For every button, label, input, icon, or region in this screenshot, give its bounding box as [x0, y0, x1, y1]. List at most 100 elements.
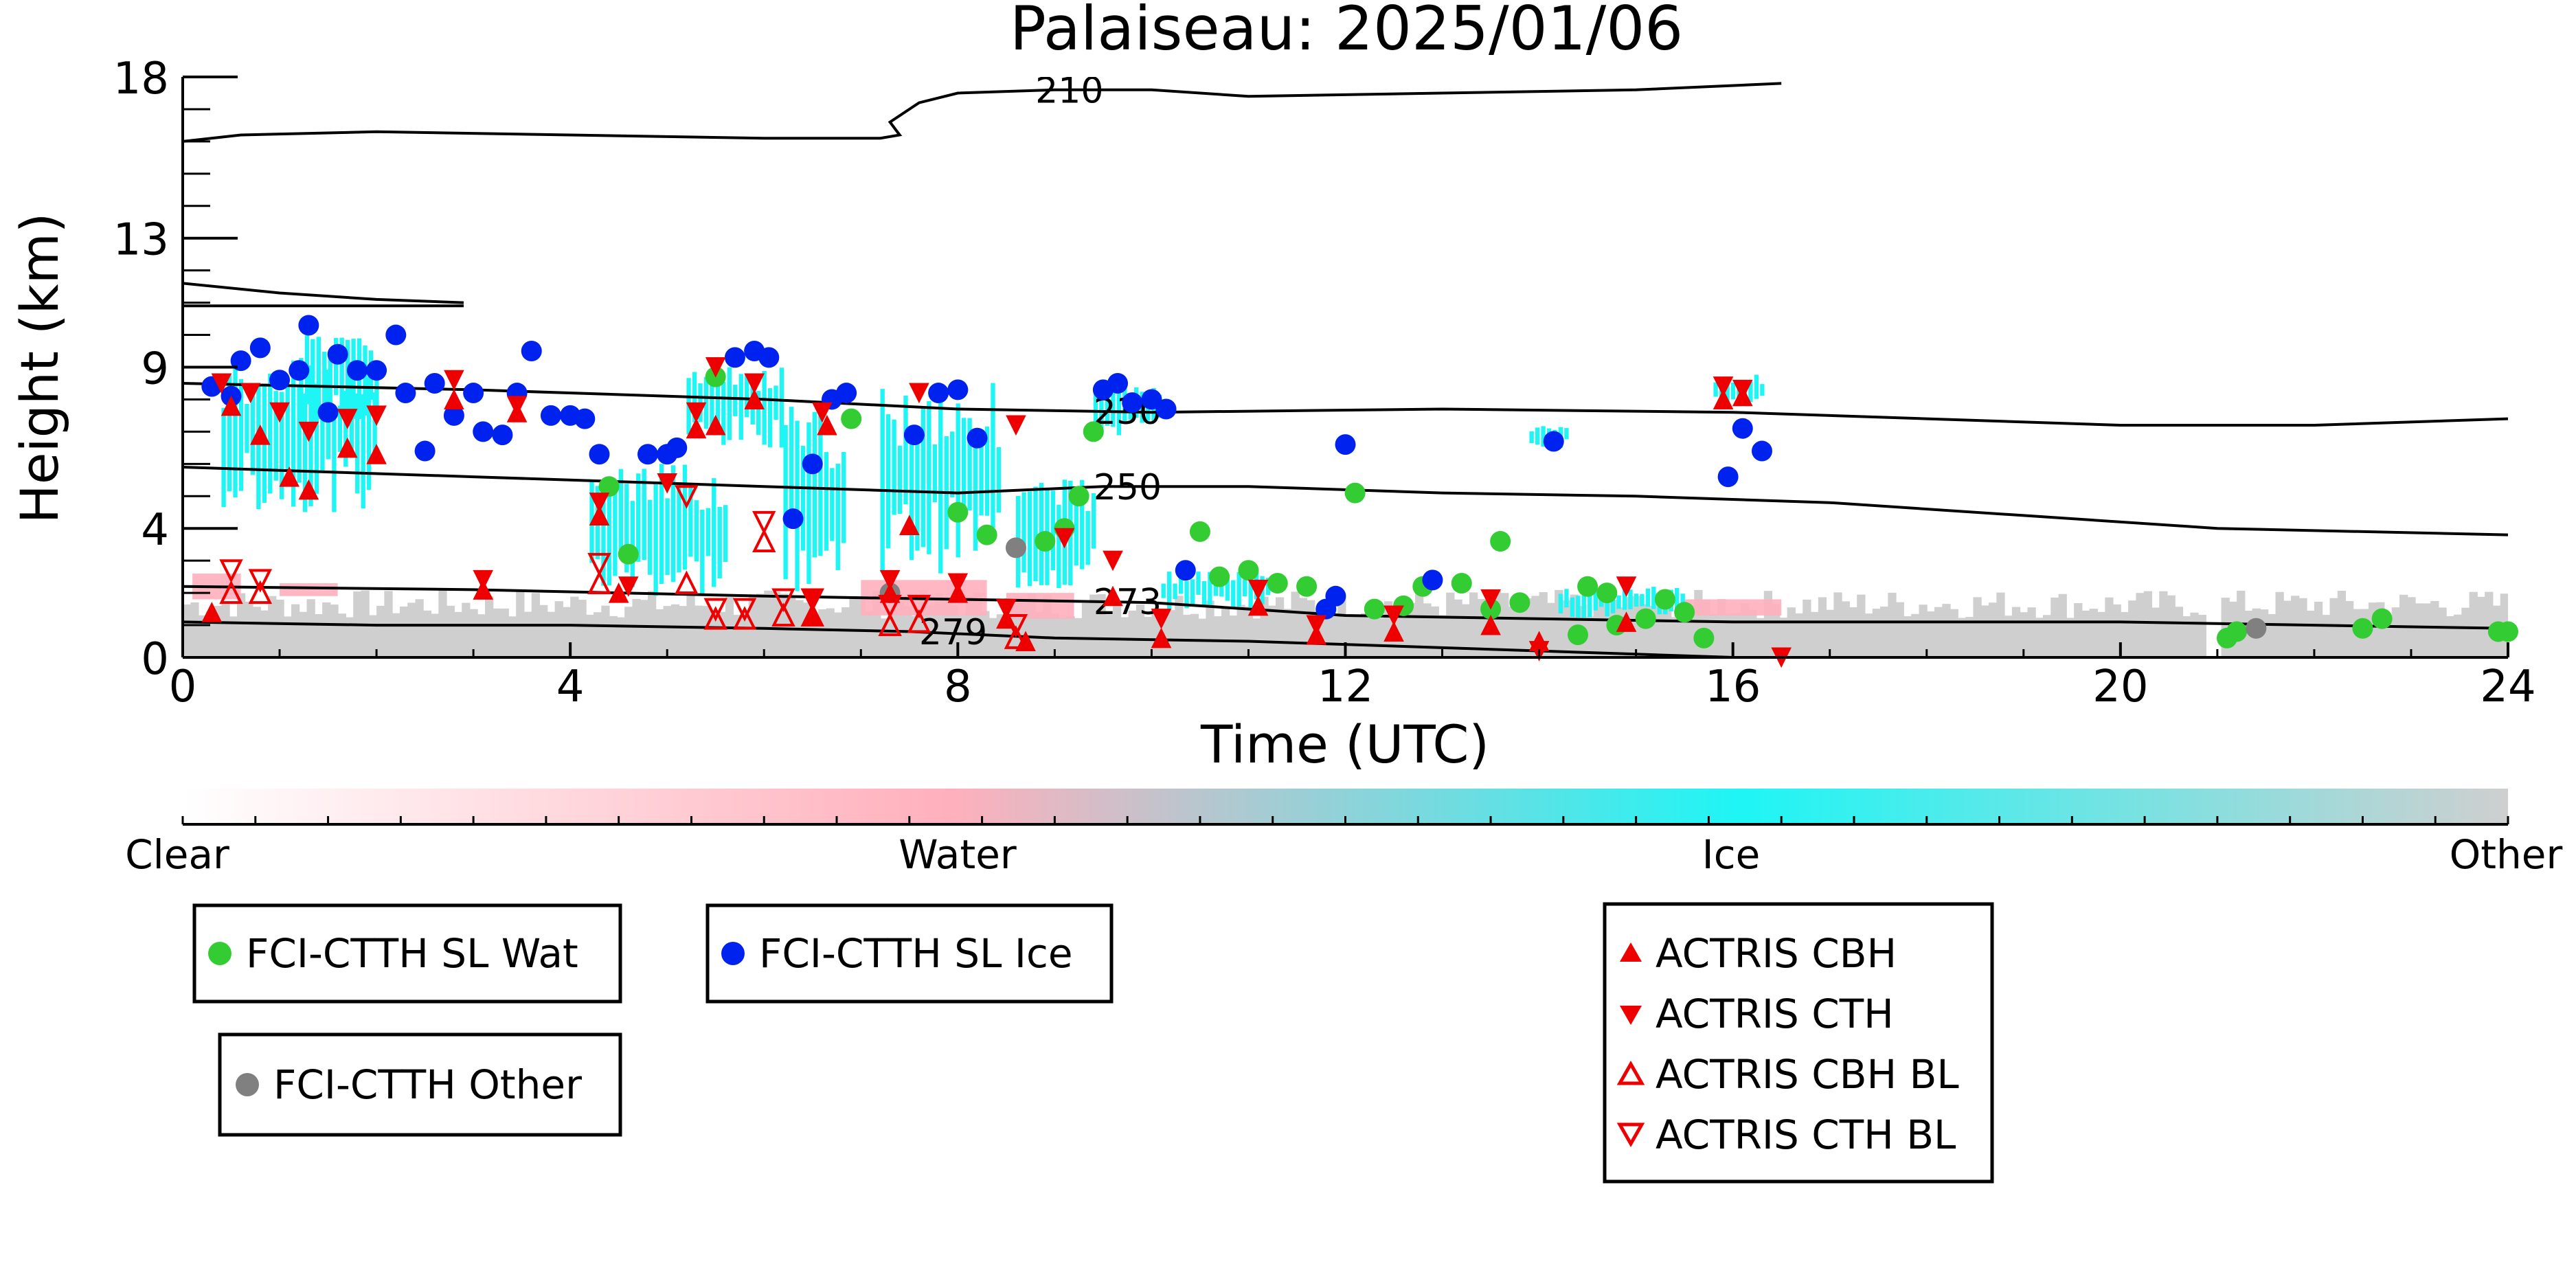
other-cloud-column: [1926, 611, 1936, 657]
ice-cloud-column: [1634, 594, 1639, 607]
other-cloud-column: [2314, 601, 2323, 657]
marker-fci-ctth-sl-ice: [298, 315, 319, 336]
other-cloud-column: [1833, 592, 1842, 657]
other-cloud-column: [2190, 612, 2199, 657]
other-cloud-column: [849, 598, 858, 657]
other-cloud-column: [183, 604, 192, 657]
marker-fci-ctth-sl-ice: [463, 383, 484, 404]
other-cloud-column: [1345, 616, 1354, 657]
marker-fci-ctth-sl-ice: [574, 408, 596, 429]
ice-cloud-column: [738, 374, 743, 440]
ice-cloud-column: [337, 405, 343, 452]
marker-fci-ctth-sl-wat: [1693, 627, 1715, 648]
other-cloud-column: [399, 606, 409, 657]
ice-cloud-column: [938, 401, 943, 574]
other-cloud-column: [275, 599, 284, 657]
marker-fci-ctth-sl-ice: [903, 425, 925, 446]
marker-fci-ctth-sl-wat: [1654, 589, 1675, 610]
colorbar-label-clear: Clear: [125, 831, 229, 878]
ice-cloud-column: [1145, 398, 1151, 421]
other-cloud-column: [1361, 613, 1370, 657]
ice-cloud-column: [636, 473, 641, 562]
ice-cloud-column: [314, 383, 319, 494]
other-cloud-column: [632, 598, 641, 657]
marker-fci-ctth-sl-ice: [1751, 440, 1772, 462]
other-cloud-column: [1980, 605, 1990, 657]
ice-cloud-column: [700, 509, 705, 595]
other-cloud-column: [1756, 618, 1765, 657]
ice-cloud-column: [355, 393, 360, 494]
marker-fci-ctth-sl-ice: [1155, 398, 1177, 420]
marker-actris-cth: [1480, 589, 1501, 610]
marker-actris-cbh: [1103, 585, 1123, 607]
marker-fci-ctth-sl-ice: [947, 379, 969, 400]
other-cloud-column: [1957, 618, 1967, 657]
marker-actris-cth: [744, 373, 765, 394]
marker-actris-cbh: [686, 418, 707, 439]
marker-fci-ctth-sl-ice: [249, 337, 271, 359]
ice-cloud-column: [950, 431, 955, 498]
marker-fci-ctth-sl-ice: [492, 425, 513, 446]
marker-fci-ctth-sl-ice: [327, 343, 348, 365]
other-cloud-column: [221, 604, 230, 657]
marker-actris-cth: [1732, 379, 1753, 400]
ice-cloud-column: [745, 374, 749, 418]
marker-fci-ctth-sl-ice: [1325, 585, 1346, 607]
marker-actris-cth: [444, 370, 464, 391]
other-cloud-column: [539, 605, 548, 657]
other-cloud-column: [523, 611, 532, 657]
marker-actris-cth: [996, 599, 1017, 620]
other-cloud-column: [1291, 591, 1300, 657]
marker-fci-ctth-sl-ice: [1122, 392, 1143, 414]
marker-actris-cth: [1713, 376, 1734, 397]
marker-fci-ctth-sl-wat: [1267, 573, 1288, 594]
ice-cloud-column: [1099, 398, 1104, 435]
other-cloud-column: [229, 616, 238, 657]
other-cloud-column: [2445, 615, 2455, 657]
ice-cloud-column: [1610, 595, 1616, 613]
marker-actris-cbh-bl: [800, 602, 825, 626]
other-cloud-column: [469, 609, 478, 657]
marker-actris-cth: [879, 569, 901, 591]
other-cloud-column: [1446, 592, 1455, 657]
ice-cloud-column: [1208, 572, 1212, 607]
ice-cloud-column: [1166, 572, 1172, 609]
other-cloud-column: [1213, 616, 1222, 657]
marker-actris-cth-bl: [771, 588, 795, 612]
ice-cloud-column: [227, 374, 232, 492]
ice-cloud-column: [653, 482, 658, 596]
ice-cloud-column: [1116, 393, 1121, 436]
marker-actris-cbh: [1383, 621, 1404, 642]
other-cloud-column: [1198, 618, 1207, 657]
legend-actris-cth-bl-marker: [1616, 1122, 1645, 1148]
marker-fci-ctth-sl-wat: [1238, 560, 1259, 581]
ice-cloud-column: [1080, 479, 1085, 569]
ice-cloud-column: [659, 464, 664, 585]
other-cloud-column: [624, 607, 633, 657]
ice-cloud-column: [779, 368, 784, 448]
other-cloud-column: [1423, 603, 1432, 657]
ice-cloud-column: [1570, 597, 1575, 617]
ice-cloud-column: [1748, 381, 1753, 403]
marker-actris-cth-bl: [587, 552, 611, 577]
other-cloud-column: [655, 609, 664, 657]
ice-cloud-column: [920, 406, 926, 547]
marker-actris-cbh-bl: [907, 609, 931, 633]
other-cloud-column: [1772, 603, 1781, 657]
ice-cloud-column: [302, 393, 308, 512]
ice-cloud-column: [1713, 382, 1718, 397]
ice-cloud-column: [1021, 492, 1026, 573]
other-cloud-column: [826, 608, 835, 657]
marker-fci-ctth-sl-ice: [540, 405, 561, 426]
other-cloud-column: [741, 611, 749, 657]
ice-cloud-column: [361, 394, 365, 509]
marker-fci-ctth-other: [2246, 618, 2267, 639]
other-cloud-column: [1415, 592, 1424, 657]
other-cloud-column: [1888, 592, 1897, 657]
legend-fci-other: FCI-CTTH Other: [218, 1032, 622, 1137]
other-cloud-column: [1872, 609, 1882, 657]
x-tick-label-0: 0: [169, 662, 197, 712]
x-tick-label-8: 8: [944, 662, 972, 712]
ice-cloud-column: [727, 367, 732, 440]
ice-cloud-column: [334, 337, 339, 396]
